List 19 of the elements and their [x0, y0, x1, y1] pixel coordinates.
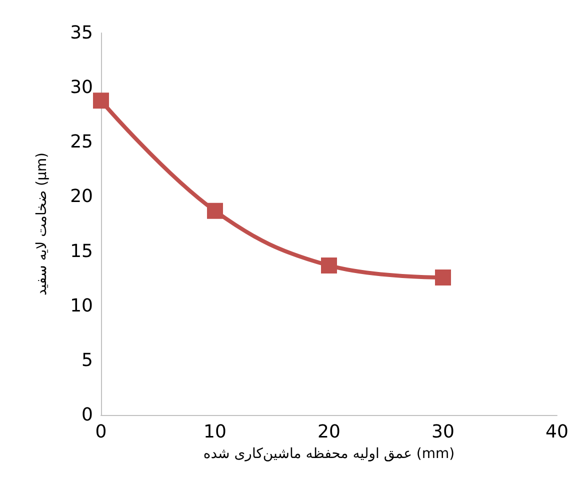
y-tick-label: 25	[70, 132, 93, 153]
x-tick-label: 10	[204, 422, 226, 442]
y-tick-label: 30	[70, 77, 93, 98]
y-tick-label: 15	[70, 240, 93, 262]
x-tick-label: 40	[546, 422, 568, 442]
x-tick-label: 20	[318, 422, 340, 442]
y-tick-label: 35	[70, 22, 93, 44]
point	[321, 257, 337, 274]
x-axis-title: عمق اولیه محفظه ماشین‌کاری شده (mm)	[203, 446, 455, 462]
y-tick-label: 10	[70, 295, 93, 316]
point	[207, 202, 223, 219]
x-tick-label: 30	[432, 422, 454, 442]
point	[435, 269, 451, 286]
y-tick-label: 5	[82, 350, 93, 371]
x-tick-label: 0	[95, 422, 107, 442]
y-axis-title: ضخامت لایه سفید (μm)	[34, 152, 50, 296]
point	[93, 92, 109, 109]
y-tick-label: 0	[82, 404, 93, 426]
y-tick-label: 20	[70, 186, 93, 208]
